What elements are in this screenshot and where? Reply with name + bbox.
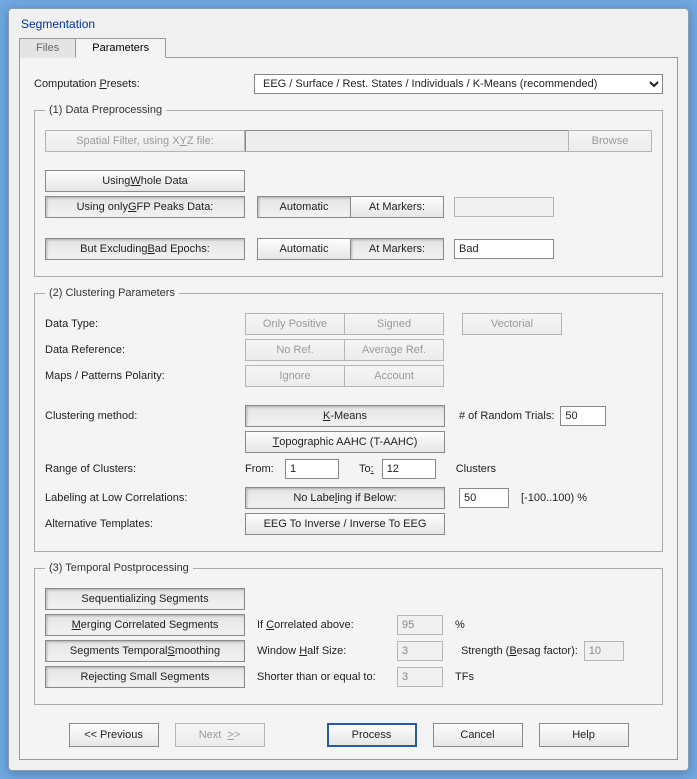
avgref-button[interactable]: Average Ref. (344, 339, 444, 361)
kmeans-button[interactable]: K-Means (245, 405, 445, 427)
noref-button[interactable]: No Ref. (245, 339, 345, 361)
ignore-button[interactable]: Ignore (245, 365, 345, 387)
from-label: From: (245, 463, 285, 475)
strength-input (584, 641, 624, 661)
gfp-auto-button[interactable]: Automatic (257, 196, 351, 218)
trials-input[interactable] (560, 406, 606, 426)
alttpl-label: Alternative Templates: (45, 518, 245, 530)
xyz-path-field (245, 130, 569, 152)
ifcorr-input (397, 615, 443, 635)
taahc-button[interactable]: Topographic AAHC (T-AAHC) (245, 431, 445, 453)
segmentation-window: Segmentation Files Parameters Computatio… (8, 8, 689, 771)
help-button[interactable]: Help (539, 723, 629, 747)
parameters-panel: Computation Presets: EEG / Surface / Res… (19, 58, 678, 760)
smooth-button[interactable]: Segments Temporal Smoothing (45, 640, 245, 662)
polarity-label: Maps / Patterns Polarity: (45, 370, 245, 382)
alttpl-button[interactable]: EEG To Inverse / Inverse To EEG (245, 513, 445, 535)
strength-label: Strength (Besag factor): (461, 645, 578, 657)
prev-button[interactable]: << Previous (69, 723, 159, 747)
section-postprocessing: (3) Temporal Postprocessing Sequentializ… (34, 562, 663, 705)
bad-markers-input[interactable] (454, 239, 554, 259)
ifcorr-label: If Correlated above: (257, 619, 397, 631)
merge-button[interactable]: Merging Correlated Segments (45, 614, 245, 636)
section-clustering: (2) Clustering Parameters Data Type: Onl… (34, 287, 663, 552)
only-positive-button[interactable]: Only Positive (245, 313, 345, 335)
next-button[interactable]: Next >> (175, 723, 265, 747)
gfp-markers-input (454, 197, 554, 217)
window-title: Segmentation (19, 15, 678, 37)
range-label: Range of Clusters: (45, 463, 245, 475)
spatial-filter-button[interactable]: Spatial Filter, using XYZ file: (45, 130, 245, 152)
section1-legend: (1) Data Preprocessing (45, 104, 166, 116)
bad-auto-button[interactable]: Automatic (257, 238, 351, 260)
signed-button[interactable]: Signed (344, 313, 444, 335)
footer-buttons: << Previous Next >> Process Cancel Help (34, 723, 663, 747)
vectorial-button[interactable]: Vectorial (462, 313, 562, 335)
dataref-label: Data Reference: (45, 344, 245, 356)
reject-button[interactable]: Rejecting Small Segments (45, 666, 245, 688)
method-label: Clustering method: (45, 410, 245, 422)
presets-select[interactable]: EEG / Surface / Rest. States / Individua… (254, 74, 663, 94)
whole-data-button[interactable]: Using Whole Data (45, 170, 245, 192)
cancel-button[interactable]: Cancel (433, 723, 523, 747)
tfs-label: TFs (455, 671, 474, 683)
clusters-label: Clusters (456, 463, 496, 475)
pct-range-label: [-100..100) % (521, 492, 587, 504)
shorter-input (397, 667, 443, 687)
section2-legend: (2) Clustering Parameters (45, 287, 179, 299)
section3-legend: (3) Temporal Postprocessing (45, 562, 193, 574)
presets-label: Computation Presets: (34, 78, 254, 90)
section-preprocessing: (1) Data Preprocessing Spatial Filter, u… (34, 104, 663, 277)
tab-bar: Files Parameters (19, 37, 678, 58)
account-button[interactable]: Account (344, 365, 444, 387)
nolabel-button[interactable]: No Labeling if Below: (245, 487, 445, 509)
nolabel-input[interactable] (459, 488, 509, 508)
exclude-bad-button[interactable]: But Excluding Bad Epochs: (45, 238, 245, 260)
bad-markers-button[interactable]: At Markers: (350, 238, 444, 260)
gfp-peaks-button[interactable]: Using only GFP Peaks Data: (45, 196, 245, 218)
from-input[interactable] (285, 459, 339, 479)
to-input[interactable] (382, 459, 436, 479)
lowcorr-label: Labeling at Low Correlations: (45, 492, 245, 504)
tab-parameters[interactable]: Parameters (75, 38, 166, 58)
winhalf-label: Window Half Size: (257, 645, 397, 657)
winhalf-input (397, 641, 443, 661)
gfp-markers-button[interactable]: At Markers: (350, 196, 444, 218)
to-label: To: (359, 463, 374, 475)
process-button[interactable]: Process (327, 723, 417, 747)
seq-button[interactable]: Sequentializing Segments (45, 588, 245, 610)
pct-label: % (455, 619, 465, 631)
browse-button[interactable]: Browse (568, 130, 652, 152)
datatype-label: Data Type: (45, 318, 245, 330)
tab-files[interactable]: Files (19, 38, 76, 58)
shorter-label: Shorter than or equal to: (257, 671, 397, 683)
trials-label: # of Random Trials: (459, 410, 554, 422)
